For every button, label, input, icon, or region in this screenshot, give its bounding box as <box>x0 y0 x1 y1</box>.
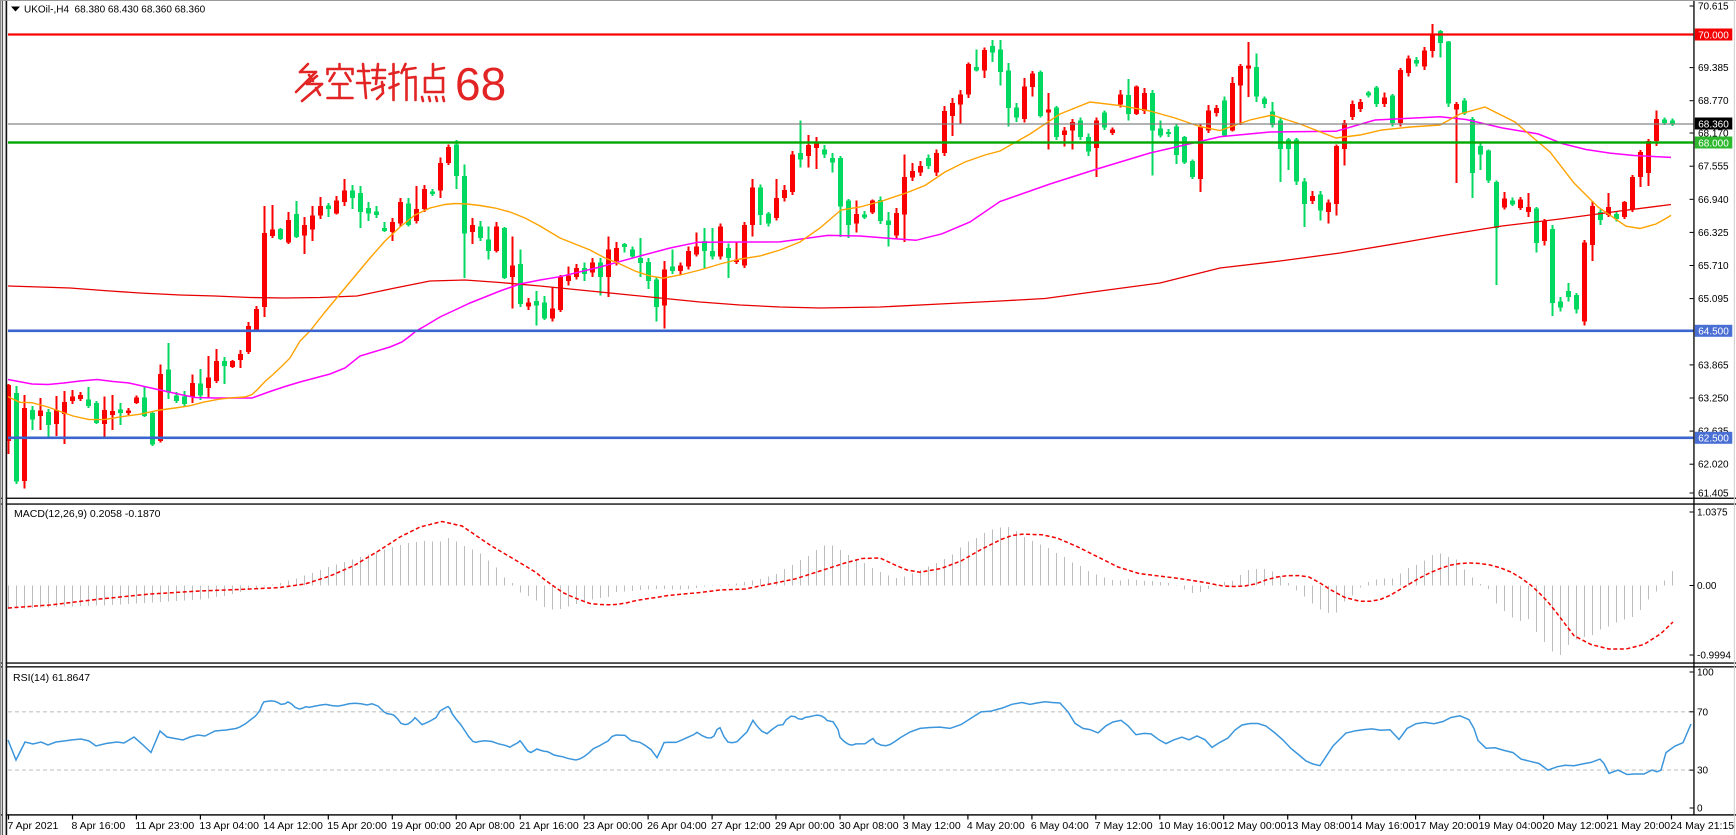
svg-text:70.000: 70.000 <box>1698 30 1729 41</box>
svg-text:10 May 16:00: 10 May 16:00 <box>1159 820 1223 832</box>
svg-text:RSI(14) 61.8647: RSI(14) 61.8647 <box>13 672 90 684</box>
svg-text:30 Apr 08:00: 30 Apr 08:00 <box>839 820 899 832</box>
svg-text:24 May 21:15: 24 May 21:15 <box>1671 820 1735 832</box>
svg-text:MACD(12,26,9) 0.2058 -0.1870: MACD(12,26,9) 0.2058 -0.1870 <box>14 508 161 520</box>
svg-text:7 May 12:00: 7 May 12:00 <box>1095 820 1153 832</box>
svg-text:61.405: 61.405 <box>1698 489 1729 500</box>
svg-text:13 Apr 04:00: 13 Apr 04:00 <box>199 820 259 832</box>
svg-text:70: 70 <box>1697 707 1709 718</box>
svg-text:62.500: 62.500 <box>1698 434 1729 445</box>
svg-text:68.770: 68.770 <box>1698 96 1729 107</box>
svg-text:29 Apr 00:00: 29 Apr 00:00 <box>775 820 835 832</box>
svg-text:30: 30 <box>1697 766 1709 777</box>
svg-text:62.020: 62.020 <box>1698 460 1729 471</box>
svg-text:63.250: 63.250 <box>1698 394 1729 405</box>
svg-text:68.000: 68.000 <box>1698 138 1729 149</box>
svg-text:14 Apr 12:00: 14 Apr 12:00 <box>263 820 323 832</box>
svg-text:21 Apr 16:00: 21 Apr 16:00 <box>519 820 579 832</box>
svg-text:68: 68 <box>455 58 506 110</box>
svg-text:21 May 20:00: 21 May 20:00 <box>1607 820 1671 832</box>
svg-text:1.0375: 1.0375 <box>1697 508 1728 519</box>
svg-text:65.095: 65.095 <box>1698 294 1729 305</box>
svg-text:67.555: 67.555 <box>1698 162 1729 173</box>
svg-text:27 Apr 12:00: 27 Apr 12:00 <box>711 820 771 832</box>
svg-text:17 May 20:00: 17 May 20:00 <box>1415 820 1479 832</box>
svg-text:19 Apr 00:00: 19 Apr 00:00 <box>391 820 451 832</box>
svg-text:11 Apr 23:00: 11 Apr 23:00 <box>135 820 194 832</box>
svg-text:15 Apr 20:00: 15 Apr 20:00 <box>327 820 387 832</box>
svg-text:4 May 20:00: 4 May 20:00 <box>967 820 1025 832</box>
svg-text:UKOil-,H4 68.380 68.430 68.36: UKOil-,H4 68.380 68.430 68.360 68.360 <box>24 4 206 15</box>
svg-text:13 May 08:00: 13 May 08:00 <box>1287 820 1351 832</box>
svg-text:0: 0 <box>1697 804 1703 815</box>
svg-text:66.325: 66.325 <box>1698 228 1729 239</box>
svg-text:-0.9994: -0.9994 <box>1697 651 1731 662</box>
svg-text:65.710: 65.710 <box>1698 261 1729 272</box>
svg-text:68.360: 68.360 <box>1698 119 1729 130</box>
svg-text:100: 100 <box>1697 668 1714 679</box>
svg-text:0.00: 0.00 <box>1697 581 1717 592</box>
svg-text:6 May 04:00: 6 May 04:00 <box>1031 820 1089 832</box>
svg-text:23 Apr 00:00: 23 Apr 00:00 <box>583 820 643 832</box>
svg-text:64.500: 64.500 <box>1698 327 1729 338</box>
svg-text:63.865: 63.865 <box>1698 360 1729 371</box>
svg-text:20 May 12:00: 20 May 12:00 <box>1543 820 1607 832</box>
svg-text:8 Apr 16:00: 8 Apr 16:00 <box>72 820 126 832</box>
svg-text:12 May 00:00: 12 May 00:00 <box>1223 820 1287 832</box>
svg-text:66.940: 66.940 <box>1698 195 1729 206</box>
svg-text:14 May 16:00: 14 May 16:00 <box>1351 820 1415 832</box>
svg-text:19 May 04:00: 19 May 04:00 <box>1479 820 1543 832</box>
svg-text:3 May 12:00: 3 May 12:00 <box>903 820 961 832</box>
svg-text:70.615: 70.615 <box>1698 2 1729 13</box>
svg-text:26 Apr 04:00: 26 Apr 04:00 <box>647 820 707 832</box>
svg-text:68.170: 68.170 <box>1698 129 1729 140</box>
svg-text:7 Apr 2021: 7 Apr 2021 <box>8 820 59 832</box>
svg-text:20 Apr 08:00: 20 Apr 08:00 <box>455 820 515 832</box>
svg-text:69.385: 69.385 <box>1698 63 1729 74</box>
